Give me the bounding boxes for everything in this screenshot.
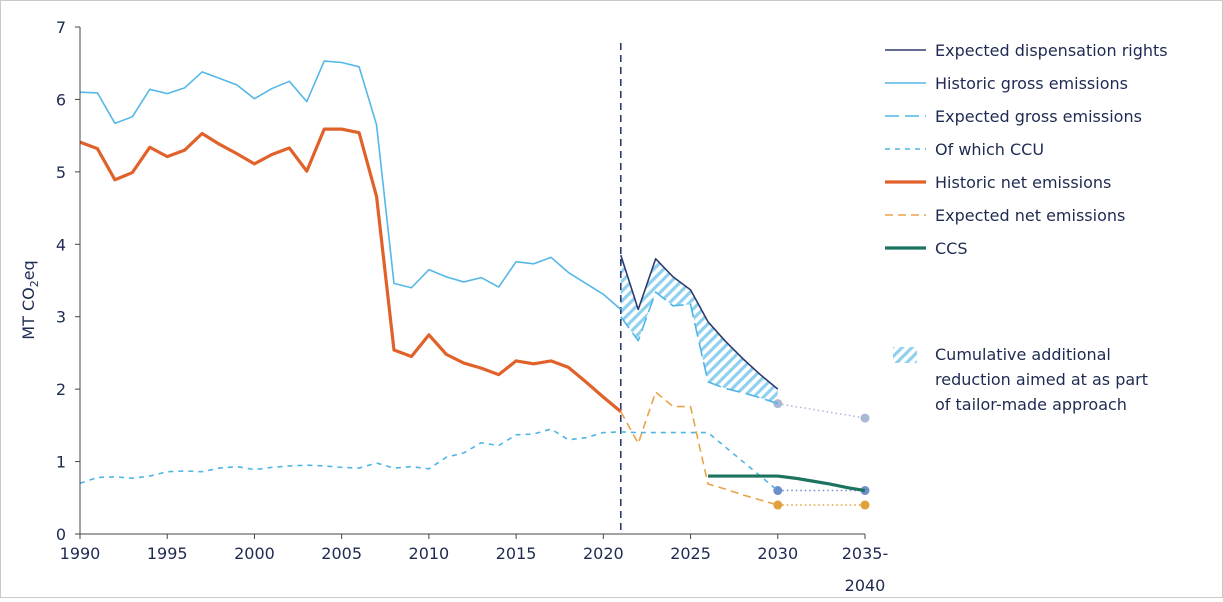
y-tick-label: 5 (56, 163, 66, 182)
legend-label-expected-rights: Expected dispensation rights (935, 41, 1168, 60)
legend-label-hatch-line: of tailor-made approach (935, 395, 1127, 414)
series-line-historic-net (79, 127, 622, 413)
legend-label-historic-gross: Historic gross emissions (935, 74, 1128, 93)
y-axis-title: MT CO2eq (19, 260, 41, 339)
target-dotted-line (777, 402, 866, 419)
x-tick-label: 1990 (60, 544, 101, 563)
y-tick-label: 4 (56, 235, 66, 254)
x-tick-label: 2010 (409, 544, 450, 563)
x-tick-label: 2020 (583, 544, 624, 563)
legend-label-historic-net: Historic net emissions (935, 173, 1111, 192)
legend-label-hatch-line: Cumulative additional (935, 345, 1111, 364)
legend-swatch-hatch (893, 347, 917, 363)
series-line-expected-rights (620, 254, 779, 390)
y-tick-label: 0 (56, 525, 66, 544)
legend-label-hatch-line: reduction aimed at as part (935, 370, 1148, 389)
legend-label-expected-gross: Expected gross emissions (935, 107, 1142, 126)
y-tick-label: 2 (56, 380, 66, 399)
x-tick-label: 2030 (757, 544, 798, 563)
y-tick-label: 7 (56, 18, 66, 37)
x-tick-label-second-line: 2040 (845, 576, 886, 595)
x-tick-label: 2000 (234, 544, 275, 563)
series-line-expected-gross (620, 291, 779, 405)
cumulative-reduction-area (620, 255, 778, 404)
series-line-historic-gross (79, 60, 622, 311)
x-tick-label: 2035- (842, 544, 889, 563)
series-line-ccu (79, 428, 779, 492)
x-tick-label: 2005 (321, 544, 362, 563)
y-tick-label: 1 (56, 453, 66, 472)
series-line-ccs (708, 474, 866, 493)
target-point (773, 500, 783, 510)
legend-label-ccu: Of which CCU (935, 140, 1044, 159)
target-point (860, 413, 870, 423)
x-tick-label: 1995 (147, 544, 188, 563)
x-tick-label: 2025 (670, 544, 711, 563)
y-tick-label: 6 (56, 90, 66, 109)
y-tick-label: 3 (56, 308, 66, 327)
legend-label-ccs: CCS (935, 239, 968, 258)
series-line-expected-net (620, 391, 779, 506)
target-point (860, 500, 870, 510)
x-tick-label: 2015 (496, 544, 537, 563)
legend-label-expected-net: Expected net emissions (935, 206, 1125, 225)
